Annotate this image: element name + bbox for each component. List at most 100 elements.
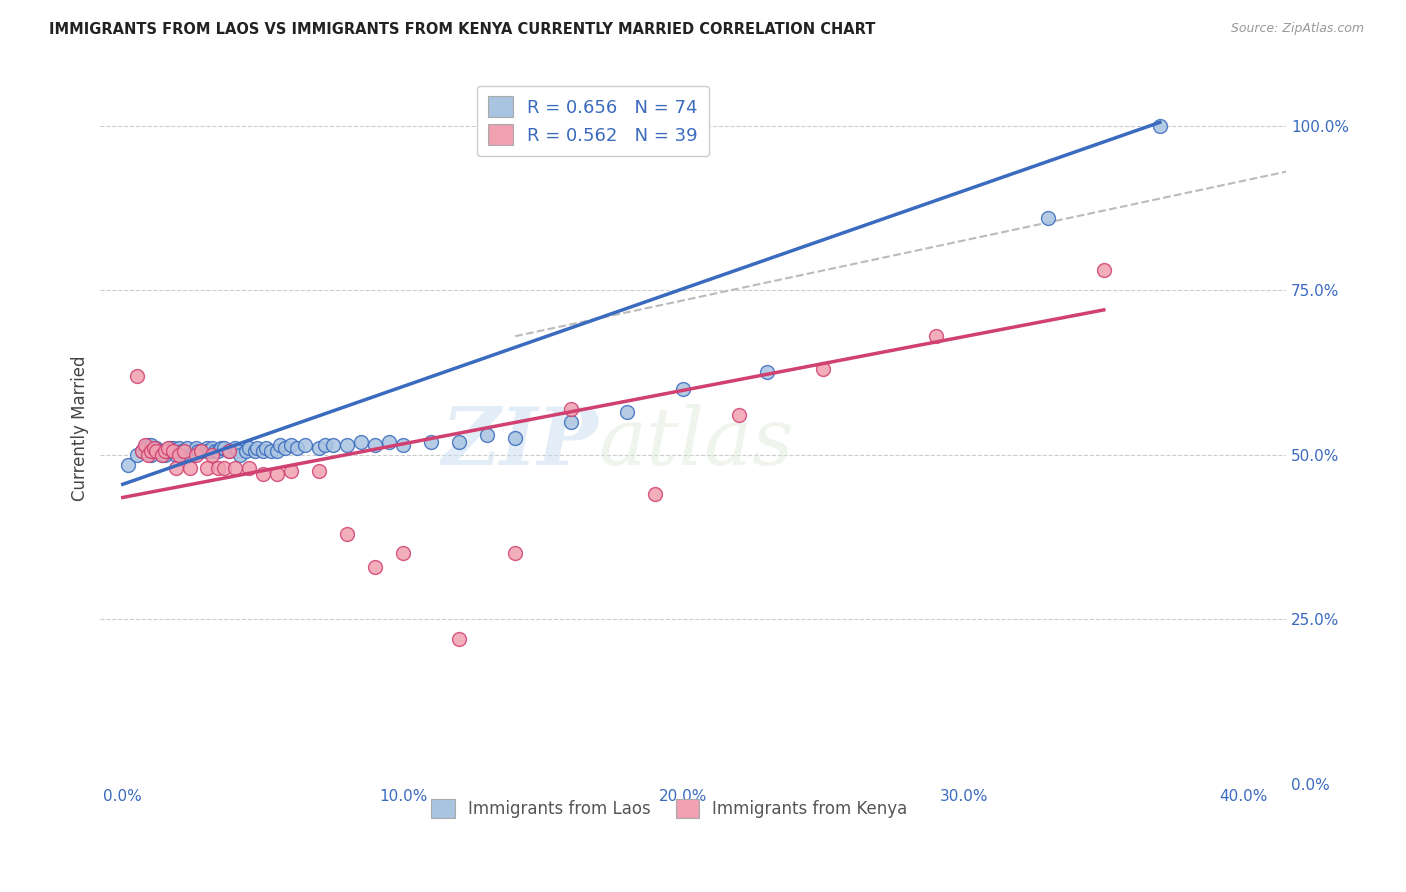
- Text: ZIP: ZIP: [441, 404, 599, 482]
- Point: [229, 448, 252, 462]
- Point: [131, 444, 153, 458]
- Point: [207, 460, 229, 475]
- Point: [218, 444, 240, 458]
- Point: [224, 460, 246, 475]
- Point: [266, 467, 288, 482]
- Point: [1149, 119, 1171, 133]
- Point: [156, 444, 179, 458]
- Point: [254, 441, 277, 455]
- Point: [280, 438, 302, 452]
- Point: [252, 467, 274, 482]
- Point: [134, 438, 156, 452]
- Point: [560, 401, 582, 416]
- Point: [125, 368, 148, 383]
- Point: [269, 438, 291, 452]
- Point: [364, 559, 387, 574]
- Point: [644, 487, 666, 501]
- Point: [756, 366, 779, 380]
- Point: [252, 444, 274, 458]
- Point: [173, 444, 195, 458]
- Point: [364, 438, 387, 452]
- Point: [336, 438, 359, 452]
- Point: [1092, 263, 1115, 277]
- Point: [209, 441, 232, 455]
- Point: [198, 444, 221, 458]
- Point: [246, 441, 269, 455]
- Point: [170, 444, 193, 458]
- Point: [212, 460, 235, 475]
- Point: [165, 448, 187, 462]
- Text: IMMIGRANTS FROM LAOS VS IMMIGRANTS FROM KENYA CURRENTLY MARRIED CORRELATION CHAR: IMMIGRANTS FROM LAOS VS IMMIGRANTS FROM …: [49, 22, 876, 37]
- Text: Source: ZipAtlas.com: Source: ZipAtlas.com: [1230, 22, 1364, 36]
- Point: [503, 546, 526, 560]
- Point: [179, 460, 201, 475]
- Point: [503, 431, 526, 445]
- Point: [139, 438, 162, 452]
- Point: [475, 428, 498, 442]
- Point: [195, 444, 218, 458]
- Point: [195, 460, 218, 475]
- Point: [420, 434, 443, 449]
- Point: [218, 444, 240, 458]
- Point: [162, 444, 184, 458]
- Point: [449, 434, 471, 449]
- Point: [142, 444, 165, 458]
- Point: [1036, 211, 1059, 225]
- Point: [308, 441, 330, 455]
- Point: [117, 458, 139, 472]
- Point: [924, 329, 946, 343]
- Point: [148, 444, 170, 458]
- Point: [156, 441, 179, 455]
- Point: [212, 441, 235, 455]
- Point: [243, 444, 266, 458]
- Point: [190, 444, 212, 458]
- Point: [167, 444, 190, 458]
- Point: [125, 448, 148, 462]
- Point: [165, 460, 187, 475]
- Point: [201, 448, 224, 462]
- Point: [378, 434, 401, 449]
- Point: [159, 441, 181, 455]
- Point: [190, 444, 212, 458]
- Point: [142, 441, 165, 455]
- Point: [153, 444, 176, 458]
- Point: [145, 441, 167, 455]
- Point: [392, 438, 415, 452]
- Point: [184, 441, 207, 455]
- Point: [136, 448, 159, 462]
- Text: atlas: atlas: [599, 404, 793, 482]
- Point: [201, 441, 224, 455]
- Point: [322, 438, 344, 452]
- Point: [136, 438, 159, 452]
- Point: [672, 382, 695, 396]
- Point: [167, 441, 190, 455]
- Y-axis label: Currently Married: Currently Married: [72, 356, 89, 501]
- Point: [181, 448, 204, 462]
- Point: [728, 408, 751, 422]
- Point: [616, 405, 638, 419]
- Point: [136, 441, 159, 455]
- Legend: Immigrants from Laos, Immigrants from Kenya: Immigrants from Laos, Immigrants from Ke…: [425, 793, 914, 825]
- Point: [153, 444, 176, 458]
- Point: [162, 441, 184, 455]
- Point: [139, 448, 162, 462]
- Point: [207, 444, 229, 458]
- Point: [184, 448, 207, 462]
- Point: [134, 441, 156, 455]
- Point: [167, 448, 190, 462]
- Point: [131, 444, 153, 458]
- Point: [173, 444, 195, 458]
- Point: [813, 362, 835, 376]
- Point: [179, 448, 201, 462]
- Point: [150, 448, 173, 462]
- Point: [139, 441, 162, 455]
- Point: [350, 434, 373, 449]
- Point: [274, 441, 297, 455]
- Point: [238, 441, 260, 455]
- Point: [162, 444, 184, 458]
- Point: [150, 448, 173, 462]
- Point: [139, 444, 162, 458]
- Point: [224, 441, 246, 455]
- Point: [153, 448, 176, 462]
- Point: [294, 438, 316, 452]
